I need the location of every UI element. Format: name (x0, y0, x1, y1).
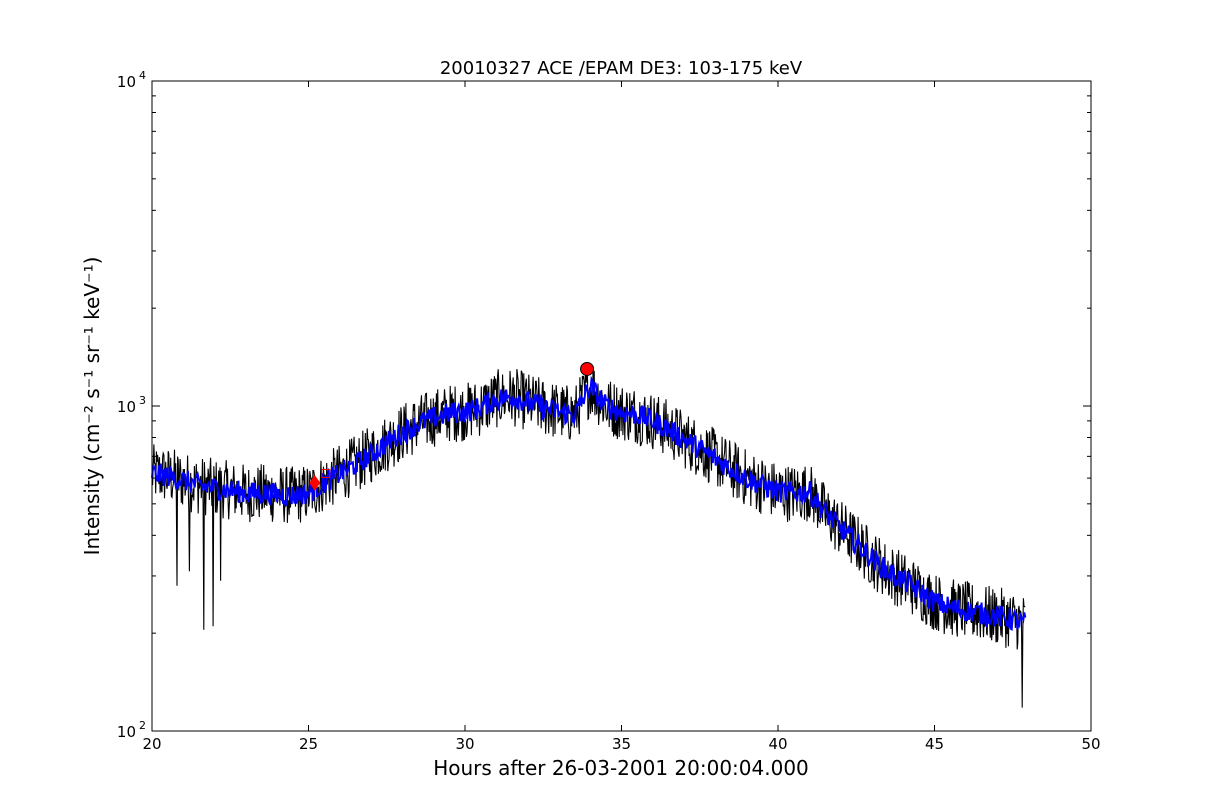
x-axis-ticks: 20 25 30 35 40 45 50 (142, 81, 1101, 753)
peak-marker-circle (580, 361, 595, 376)
x-tick-label: 20 (142, 735, 161, 753)
y-tick-label-exponent: 4 (139, 69, 146, 82)
x-tick-label: 35 (612, 735, 631, 753)
x-tick-label: 25 (299, 735, 318, 753)
marker-layer (309, 361, 595, 491)
y-tick-label-exponent: 3 (139, 394, 146, 407)
series-smoothed-line (151, 375, 1027, 631)
x-tick-label: 45 (925, 735, 944, 753)
x-tick-label: 50 (1081, 735, 1100, 753)
y-tick-label-exponent: 2 (139, 719, 146, 732)
onset-marker-square (321, 468, 331, 478)
y-tick-label: 10 (117, 723, 136, 741)
chart-title: 20010327 ACE /EPAM DE3: 103-175 keV (440, 58, 803, 79)
onset-marker-diamond (309, 475, 321, 491)
y-axis-label: Intensity (cm⁻² s⁻¹ sr⁻¹ keV⁻¹) (80, 257, 104, 556)
y-tick-label: 10 (117, 398, 136, 416)
y-tick-label: 10 (117, 73, 136, 91)
x-tick-label: 40 (768, 735, 787, 753)
x-tick-label: 30 (455, 735, 474, 753)
x-axis-label: Hours after 26-03-2001 20:00:04.000 (433, 756, 809, 780)
series-layer (151, 368, 1027, 708)
